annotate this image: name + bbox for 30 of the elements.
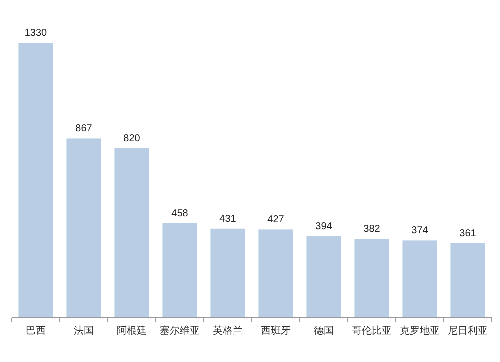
bar bbox=[354, 239, 390, 318]
data-label: 458 bbox=[172, 208, 189, 220]
x-tick-label: 英格兰 bbox=[213, 325, 243, 337]
bar bbox=[66, 138, 102, 318]
x-tick-label: 尼日利亚 bbox=[448, 325, 488, 337]
data-label: 431 bbox=[220, 214, 237, 225]
bar bbox=[306, 236, 342, 318]
x-tick-label: 西班牙 bbox=[261, 325, 291, 337]
bar bbox=[210, 228, 246, 318]
data-label: 382 bbox=[364, 224, 381, 236]
data-label: 374 bbox=[412, 226, 429, 237]
data-label: 427 bbox=[268, 214, 285, 226]
bar bbox=[258, 230, 294, 318]
x-tick-label: 哥伦比亚 bbox=[352, 325, 392, 337]
x-tick-label: 德国 bbox=[314, 326, 334, 337]
bar bbox=[114, 148, 150, 318]
x-tick-label: 巴西 bbox=[26, 326, 46, 337]
bar bbox=[450, 243, 486, 318]
data-label: 1330 bbox=[24, 28, 48, 39]
x-tick-label: 克罗地亚 bbox=[400, 325, 440, 337]
data-label: 361 bbox=[460, 228, 477, 240]
bar bbox=[162, 223, 198, 318]
data-label: 820 bbox=[124, 133, 141, 144]
x-tick-label: 塞尔维亚 bbox=[160, 325, 200, 337]
x-tick-label: 阿根廷 bbox=[117, 325, 147, 337]
bar bbox=[18, 43, 54, 318]
x-tick-label: 法国 bbox=[74, 325, 94, 337]
bar bbox=[402, 240, 438, 318]
data-label: 867 bbox=[76, 124, 93, 135]
data-label: 394 bbox=[316, 222, 333, 233]
